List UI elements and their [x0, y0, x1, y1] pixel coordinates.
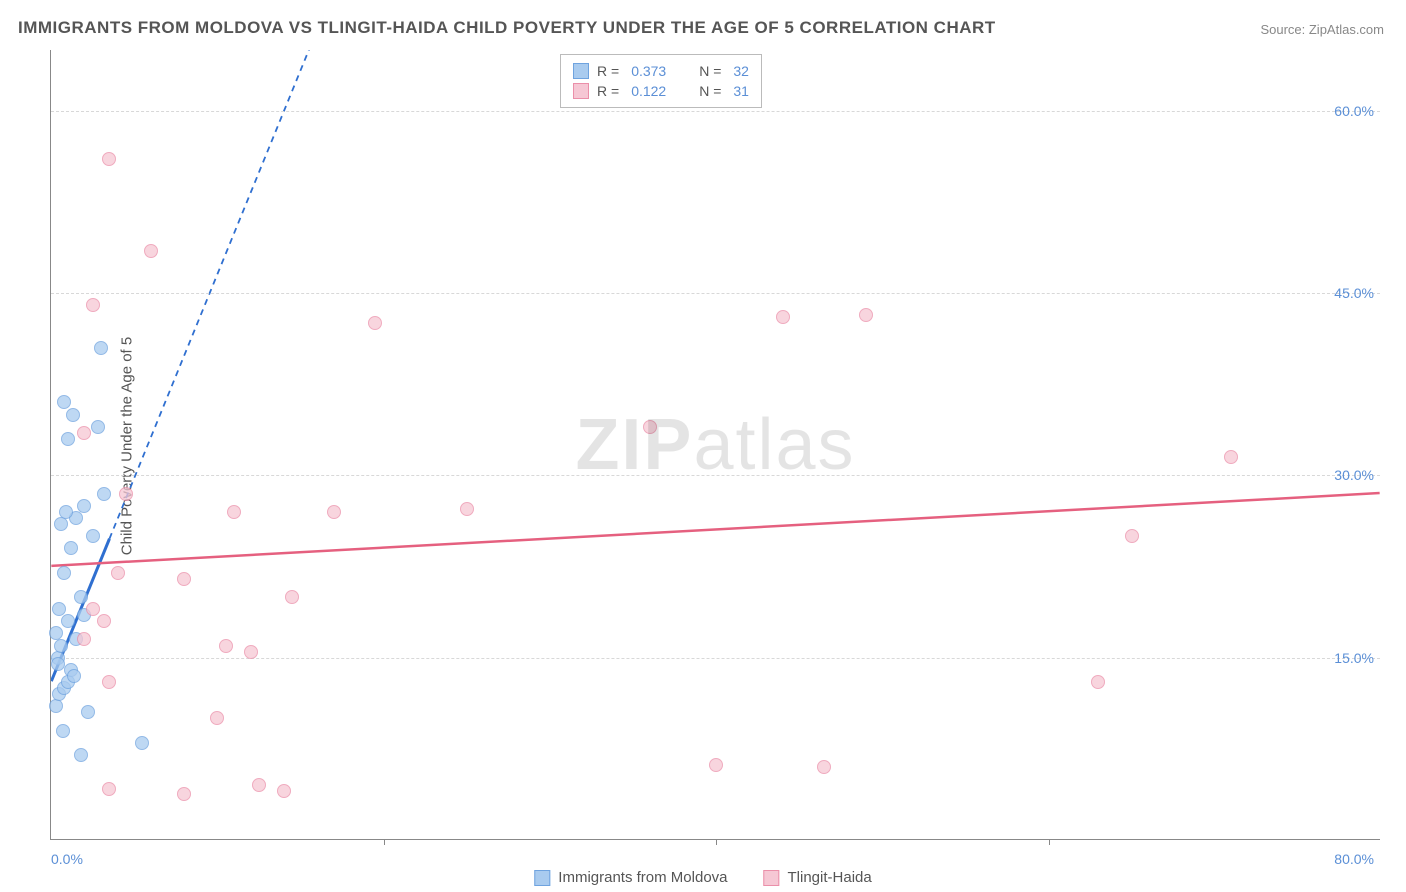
scatter-point	[86, 298, 100, 312]
scatter-point	[227, 505, 241, 519]
legend-n-label: N =	[699, 63, 721, 79]
scatter-point	[177, 572, 191, 586]
stats-legend: R = 0.373 N = 32 R = 0.122 N = 31	[560, 54, 762, 108]
x-tick-label: 0.0%	[51, 851, 83, 867]
trend-lines-layer	[51, 50, 1380, 839]
source-name: ZipAtlas.com	[1309, 22, 1384, 37]
scatter-point	[86, 602, 100, 616]
scatter-point	[643, 420, 657, 434]
scatter-point	[1125, 529, 1139, 543]
scatter-point	[61, 614, 75, 628]
scatter-point	[97, 487, 111, 501]
scatter-point	[1091, 675, 1105, 689]
series-legend: Immigrants from Moldova Tlingit-Haida	[534, 869, 871, 886]
scatter-point	[219, 639, 233, 653]
x-tick-label: 80.0%	[1334, 851, 1374, 867]
scatter-point	[49, 626, 63, 640]
scatter-point	[135, 736, 149, 750]
scatter-point	[94, 341, 108, 355]
scatter-point	[91, 420, 105, 434]
scatter-point	[244, 645, 258, 659]
trend-line	[51, 493, 1379, 566]
series-legend-item: Tlingit-Haida	[764, 869, 872, 886]
scatter-point	[144, 244, 158, 258]
scatter-point	[54, 639, 68, 653]
gridline-h	[51, 293, 1380, 294]
trend-line-dashed	[109, 50, 333, 539]
series-legend-item: Immigrants from Moldova	[534, 869, 727, 886]
legend-swatch	[534, 870, 550, 886]
legend-swatch	[573, 83, 589, 99]
legend-r-label: R =	[597, 83, 619, 99]
scatter-point	[210, 711, 224, 725]
scatter-point	[49, 699, 63, 713]
stats-legend-row: R = 0.122 N = 31	[573, 81, 749, 101]
y-tick-label: 60.0%	[1334, 103, 1374, 119]
plot-area: ZIPatlas 15.0%30.0%45.0%60.0%0.0%80.0%	[50, 50, 1380, 840]
scatter-point	[77, 426, 91, 440]
scatter-point	[54, 517, 68, 531]
x-tick-mark	[1049, 839, 1050, 845]
scatter-point	[1224, 450, 1238, 464]
scatter-point	[102, 782, 116, 796]
scatter-point	[64, 541, 78, 555]
scatter-point	[327, 505, 341, 519]
scatter-point	[368, 316, 382, 330]
scatter-point	[102, 675, 116, 689]
scatter-point	[66, 408, 80, 422]
scatter-point	[86, 529, 100, 543]
scatter-point	[277, 784, 291, 798]
watermark-thin: atlas	[693, 405, 855, 485]
scatter-point	[52, 602, 66, 616]
scatter-point	[460, 502, 474, 516]
y-tick-label: 30.0%	[1334, 467, 1374, 483]
y-tick-label: 45.0%	[1334, 285, 1374, 301]
scatter-point	[97, 614, 111, 628]
scatter-point	[102, 152, 116, 166]
legend-n-value: 31	[733, 83, 749, 99]
scatter-point	[77, 499, 91, 513]
scatter-point	[177, 787, 191, 801]
scatter-point	[67, 669, 81, 683]
scatter-point	[57, 395, 71, 409]
series-legend-label: Immigrants from Moldova	[558, 869, 727, 886]
scatter-point	[111, 566, 125, 580]
x-tick-mark	[384, 839, 385, 845]
legend-swatch	[573, 63, 589, 79]
watermark-bold: ZIP	[575, 405, 693, 485]
scatter-point	[859, 308, 873, 322]
series-legend-label: Tlingit-Haida	[788, 869, 872, 886]
gridline-h	[51, 475, 1380, 476]
legend-n-label: N =	[699, 83, 721, 99]
scatter-point	[285, 590, 299, 604]
scatter-point	[119, 487, 133, 501]
scatter-point	[709, 758, 723, 772]
legend-n-value: 32	[733, 63, 749, 79]
gridline-h	[51, 111, 1380, 112]
scatter-point	[74, 590, 88, 604]
scatter-point	[776, 310, 790, 324]
watermark: ZIPatlas	[575, 404, 855, 486]
stats-legend-row: R = 0.373 N = 32	[573, 61, 749, 81]
scatter-point	[57, 566, 71, 580]
scatter-point	[77, 632, 91, 646]
scatter-point	[59, 505, 73, 519]
x-tick-mark	[716, 839, 717, 845]
legend-swatch	[764, 870, 780, 886]
legend-r-label: R =	[597, 63, 619, 79]
legend-r-value: 0.373	[631, 63, 681, 79]
page-title: IMMIGRANTS FROM MOLDOVA VS TLINGIT-HAIDA…	[18, 18, 996, 38]
scatter-point	[51, 657, 65, 671]
scatter-point	[61, 432, 75, 446]
scatter-point	[817, 760, 831, 774]
source-attribution: Source: ZipAtlas.com	[1260, 22, 1384, 37]
source-label: Source:	[1260, 22, 1308, 37]
scatter-point	[56, 724, 70, 738]
scatter-point	[74, 748, 88, 762]
y-tick-label: 15.0%	[1334, 650, 1374, 666]
legend-r-value: 0.122	[631, 83, 681, 99]
scatter-point	[81, 705, 95, 719]
scatter-point	[252, 778, 266, 792]
